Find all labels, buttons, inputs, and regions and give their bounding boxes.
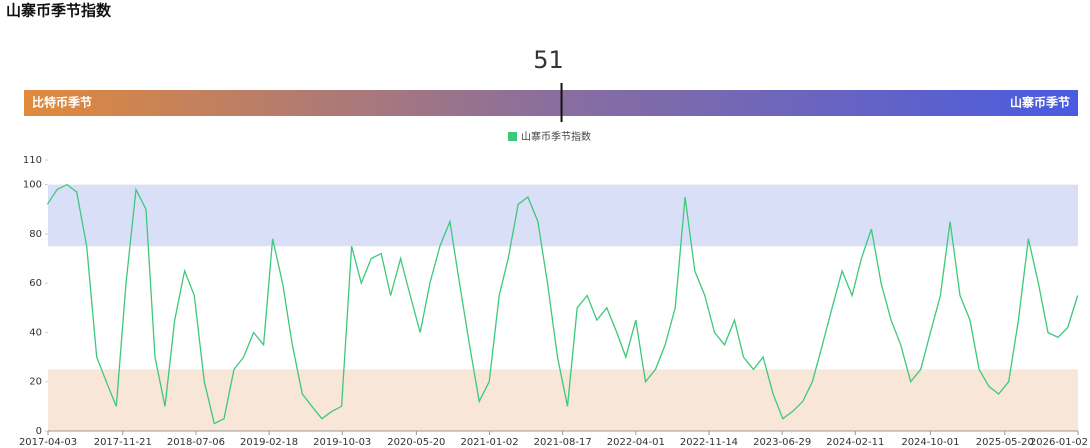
legend-label: 山寨币季节指数 [521,130,591,143]
y-tick-label: 0 [36,426,42,437]
gauge-bar [24,90,1078,116]
x-tick-label: 2024-02-11 [826,437,884,448]
x-tick-label: 2019-02-18 [240,437,298,448]
legend-swatch [508,132,517,141]
x-tick-label: 2024-10-01 [901,437,959,448]
y-tick-label: 80 [29,229,42,240]
x-tick-label: 2020-05-20 [387,437,445,448]
gauge-value: 51 [533,46,564,74]
y-tick-label: 40 [29,327,42,338]
gauge-left-label: 比特币季节 [32,95,92,110]
x-tick-label: 2021-08-17 [534,437,592,448]
x-tick-label: 2017-04-03 [19,437,77,448]
y-tick-label: 20 [29,377,42,388]
x-tick-label: 2017-11-21 [94,437,152,448]
x-tick-label: 2023-06-29 [753,437,811,448]
band [48,369,1078,431]
x-tick-label: 2022-04-01 [607,437,665,448]
y-tick-label: 100 [23,180,42,191]
gauge-right-label: 山寨币季节 [1010,95,1070,110]
x-tick-label: 2021-01-02 [460,437,518,448]
y-tick-label: 110 [23,155,42,166]
x-tick-label: 2022-11-14 [680,437,738,448]
page-title: 山寨币季节指数 [6,2,112,20]
x-tick-label: 2019-10-03 [313,437,371,448]
x-tick-label: 2018-07-06 [167,437,225,448]
x-tick-label: 2026-01-02 [1030,437,1088,448]
x-tick-label: 2025-05-20 [976,437,1034,448]
y-tick-label: 60 [29,278,42,289]
line-series [46,183,1079,425]
band [48,184,1078,247]
